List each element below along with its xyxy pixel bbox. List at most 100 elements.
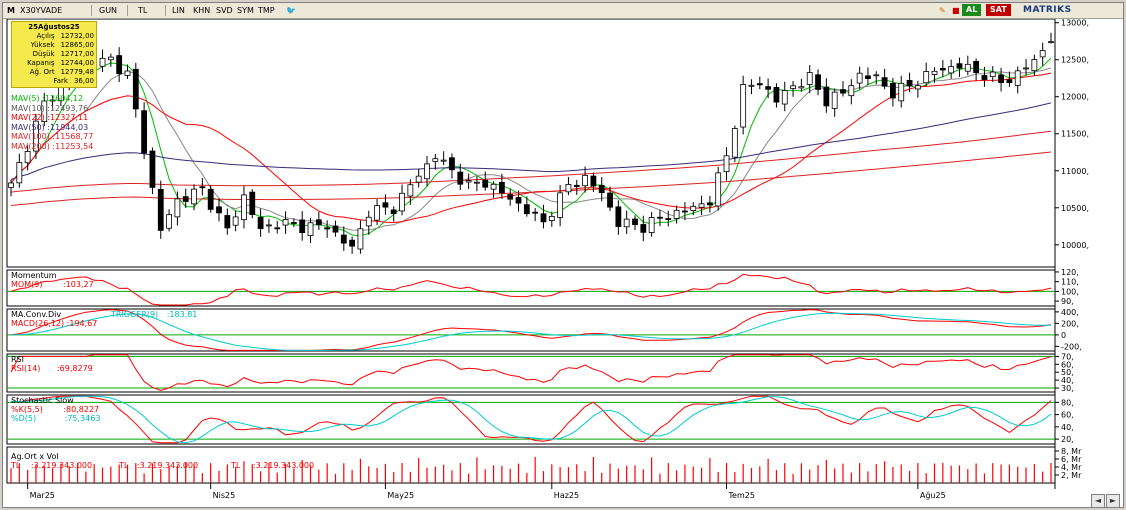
panel-frame-mom xyxy=(6,269,1056,307)
info-row-close: Kapanış 12744,00 xyxy=(27,59,94,67)
ytick-label: 40, xyxy=(1061,376,1074,385)
candle xyxy=(482,171,489,191)
currency-selector[interactable]: TL xyxy=(138,6,148,15)
candle-body xyxy=(207,188,214,210)
ytick-label: 80, xyxy=(1061,398,1074,407)
m-button[interactable]: M xyxy=(7,6,15,15)
candle-body xyxy=(682,210,688,213)
candle xyxy=(815,69,821,96)
candle xyxy=(207,185,214,213)
toolbar-item-sym[interactable]: SYM xyxy=(237,6,254,15)
candle xyxy=(648,212,655,237)
candle xyxy=(640,215,647,242)
legend-mav22: MAV(22) :12327,11 xyxy=(11,113,89,122)
candle xyxy=(873,71,880,85)
scroll-left-icon[interactable]: ◄ xyxy=(1091,494,1105,508)
candle xyxy=(299,211,306,241)
candle xyxy=(474,176,480,192)
toolbar-item-tmp[interactable]: TMP xyxy=(258,6,275,15)
candle xyxy=(856,66,863,90)
candle-body xyxy=(923,71,930,84)
candle-body xyxy=(349,239,356,247)
candle-body xyxy=(723,155,730,173)
candle xyxy=(540,204,547,229)
info-row-change: Fark 36,00 xyxy=(53,77,94,85)
candle xyxy=(898,75,905,108)
candle-body xyxy=(282,219,289,226)
candle xyxy=(232,210,239,232)
candle xyxy=(332,220,339,237)
candle-body xyxy=(740,84,747,128)
candle-body xyxy=(673,209,680,219)
pencil-icon[interactable]: ✎ xyxy=(939,6,946,15)
volume-label-3: TL :3.219.343.000 xyxy=(231,461,315,470)
candle-body xyxy=(182,196,189,202)
ytick-label: 12500, xyxy=(1061,56,1089,65)
candle xyxy=(365,210,372,235)
candle xyxy=(199,177,206,196)
candle-body xyxy=(1006,79,1013,83)
info-row-low: Düşük 12717,00 xyxy=(32,50,94,58)
candle xyxy=(923,62,930,87)
macd-line xyxy=(10,309,1052,351)
candle xyxy=(623,210,630,234)
candle-body xyxy=(357,228,364,250)
candle xyxy=(557,184,564,227)
candle xyxy=(781,81,788,112)
candle xyxy=(157,180,164,239)
candle-body xyxy=(1023,67,1029,70)
candle-body xyxy=(557,192,564,218)
toolbar-item-svd[interactable]: SVD xyxy=(216,6,233,15)
candle-body xyxy=(565,184,572,193)
ytick-label: 13000, xyxy=(1061,19,1089,28)
candle-body xyxy=(914,85,921,90)
candle-body xyxy=(49,99,56,102)
candle xyxy=(573,179,580,195)
candle xyxy=(582,166,588,193)
candle-body xyxy=(657,216,663,219)
candle-body xyxy=(898,82,905,102)
candle xyxy=(24,145,31,171)
candle-body xyxy=(706,202,713,206)
candle xyxy=(216,198,222,222)
candle-body xyxy=(224,215,231,229)
candle-body xyxy=(640,224,647,233)
symbol-selector[interactable]: X30YVADE xyxy=(20,6,63,15)
ytick-label: 11000, xyxy=(1061,167,1089,176)
candle xyxy=(548,211,555,227)
candle xyxy=(266,218,272,233)
candle-body xyxy=(498,182,505,194)
alert-icon[interactable]: ■ xyxy=(952,6,960,15)
candle-body xyxy=(848,85,855,97)
candle-body xyxy=(465,180,472,183)
candle-body xyxy=(690,205,697,211)
candle-body xyxy=(715,172,722,207)
candle xyxy=(249,189,256,219)
toolbar-item-khn[interactable]: KHN xyxy=(193,6,211,15)
sell-button[interactable]: SAT xyxy=(986,4,1011,16)
chart-canvas[interactable]: 13000, 12500, 12000, 11500, 11000, 10500, 1000… xyxy=(3,19,1123,505)
candle xyxy=(840,81,846,97)
toolbar-item-lin[interactable]: LIN xyxy=(172,6,185,15)
candle xyxy=(191,184,197,211)
candle-body xyxy=(798,86,805,89)
candle-body xyxy=(773,87,780,103)
candle xyxy=(415,168,422,188)
candle xyxy=(964,55,971,76)
scroll-right-icon[interactable]: ► xyxy=(1106,494,1120,508)
candle xyxy=(731,125,738,163)
info-row-high: Yüksek 12865,00 xyxy=(30,41,94,49)
twitter-icon[interactable]: 🐦 xyxy=(286,6,296,15)
candle-body xyxy=(299,219,306,233)
xtick-label: Nis25 xyxy=(213,491,236,500)
buy-button[interactable]: AL xyxy=(962,4,982,16)
candle xyxy=(99,49,106,72)
candle-body xyxy=(665,218,672,220)
candle-body xyxy=(432,158,439,162)
period-selector[interactable]: GUN xyxy=(99,6,118,15)
candle xyxy=(399,184,405,216)
ytick-label: 11500, xyxy=(1061,130,1089,139)
candle-body xyxy=(290,222,297,224)
candle-body xyxy=(1014,70,1021,86)
candle xyxy=(432,153,439,170)
